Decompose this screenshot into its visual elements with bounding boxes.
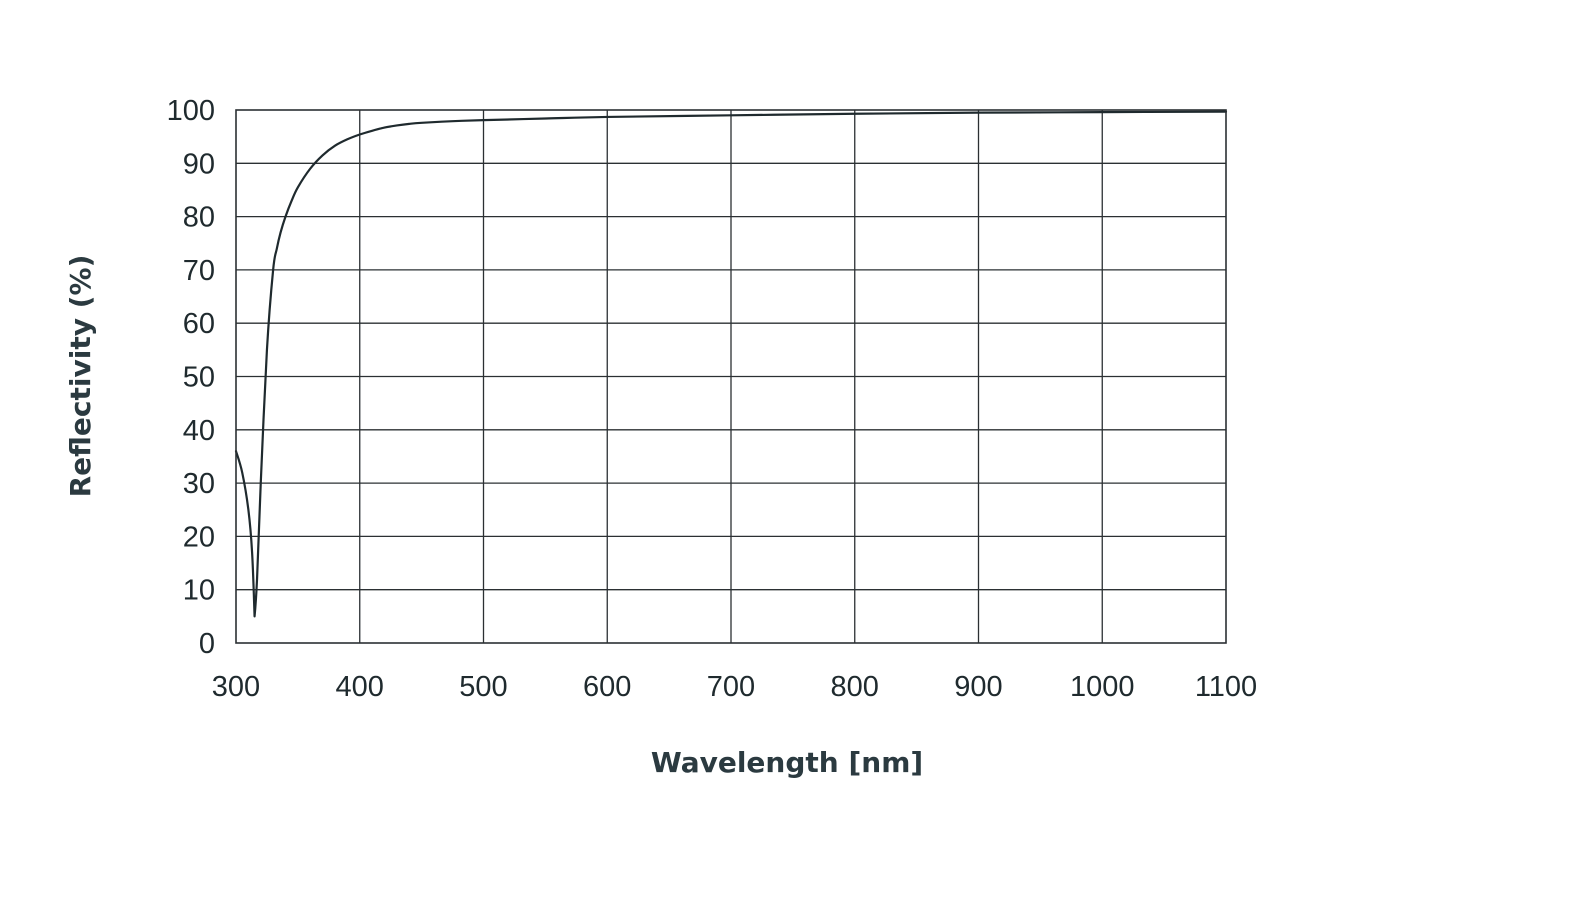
y-tick-label: 40	[183, 415, 215, 447]
y-tick-labels: 0 10 20 30 40 50 60 70 80 90 100	[167, 95, 215, 660]
x-tick-label: 1000	[1070, 671, 1135, 703]
x-tick-label: 800	[831, 671, 879, 703]
y-tick-label: 100	[167, 95, 215, 127]
y-axis-title: Reflectivity (%)	[64, 255, 97, 498]
x-tick-label: 1100	[1195, 671, 1257, 703]
x-tick-label: 900	[954, 671, 1002, 703]
x-axis-title: Wavelength [nm]	[651, 746, 923, 779]
plot-area-border	[235, 109, 1227, 644]
x-tick-labels: 300 400 500 600 700 800 900 1000 1100	[212, 671, 1257, 703]
x-tick-label: 400	[336, 671, 384, 703]
reflectivity-series-line	[234, 110, 1228, 618]
y-tick-label: 10	[183, 575, 215, 607]
x-tick-label: 600	[583, 671, 631, 703]
y-tick-label: 30	[183, 468, 215, 500]
y-tick-label: 80	[183, 202, 215, 234]
x-tick-label: 500	[459, 671, 507, 703]
y-tick-label: 50	[183, 362, 215, 394]
grid	[236, 110, 1226, 643]
x-tick-label: 300	[212, 671, 260, 703]
y-tick-label: 90	[183, 148, 215, 180]
y-tick-label: 20	[183, 521, 215, 553]
series-layer	[234, 110, 1228, 618]
y-tick-label: 0	[199, 628, 215, 660]
plot-frame	[235, 109, 1227, 644]
x-tick-label: 700	[707, 671, 755, 703]
y-tick-label: 70	[183, 255, 215, 287]
y-tick-label: 60	[183, 308, 215, 340]
